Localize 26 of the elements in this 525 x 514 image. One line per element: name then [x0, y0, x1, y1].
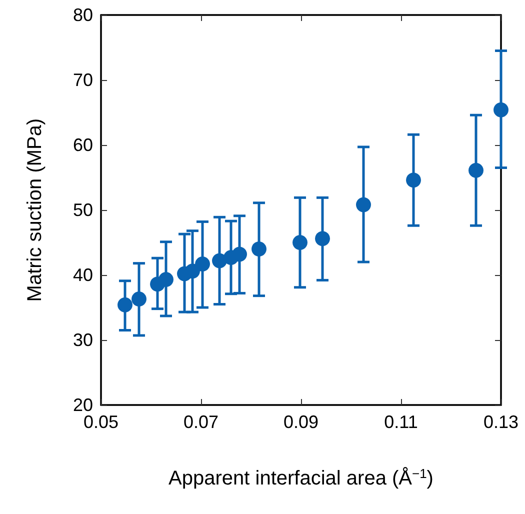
y-tick-label: 80 [72, 5, 93, 25]
y-tick-label: 70 [72, 70, 93, 90]
point [356, 197, 371, 212]
point [158, 272, 174, 288]
point [406, 172, 421, 188]
x-tick-label: 0.13 [483, 412, 519, 432]
point [132, 292, 146, 307]
point [185, 264, 200, 279]
y-tick-label: 40 [72, 265, 93, 285]
point [232, 246, 247, 262]
point [494, 102, 508, 118]
y-tick-label: 60 [72, 135, 93, 155]
x-tick-label: 0.11 [384, 412, 418, 432]
point [292, 235, 308, 250]
point [195, 256, 210, 272]
point [252, 242, 266, 256]
point [118, 297, 132, 312]
y-tick-label: 20 [72, 395, 93, 415]
y-tick-label: 50 [72, 200, 93, 220]
point [315, 231, 330, 246]
y-axis-title: Matric suction (MPa) [24, 118, 46, 302]
y-tick-label: 30 [72, 330, 93, 350]
point [468, 162, 484, 178]
x-tick-label: 0.05 [83, 412, 119, 432]
x-tick-label: 0.09 [283, 412, 319, 432]
x-tick-label: 0.07 [183, 412, 219, 432]
